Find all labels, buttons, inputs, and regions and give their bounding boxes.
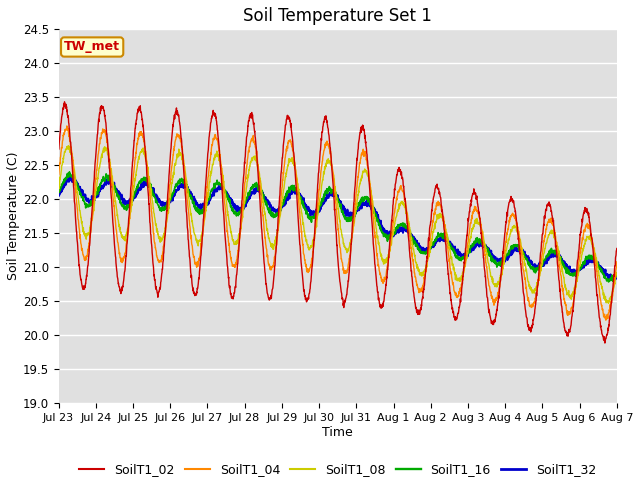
- SoilT1_04: [63, 123, 70, 129]
- SoilT1_08: [605, 300, 612, 306]
- SoilT1_04: [579, 233, 587, 239]
- SoilT1_02: [579, 212, 587, 218]
- SoilT1_32: [613, 273, 621, 278]
- SoilT1_08: [354, 192, 362, 197]
- SoilT1_16: [65, 169, 73, 175]
- SoilT1_08: [65, 143, 72, 149]
- SoilT1_08: [500, 261, 508, 267]
- X-axis label: Time: Time: [323, 426, 353, 439]
- SoilT1_04: [613, 259, 621, 264]
- SoilT1_02: [366, 192, 374, 198]
- SoilT1_08: [55, 188, 63, 194]
- SoilT1_32: [366, 203, 374, 209]
- SoilT1_04: [55, 172, 63, 178]
- SoilT1_16: [564, 270, 572, 276]
- SoilT1_08: [579, 247, 587, 253]
- Line: SoilT1_16: SoilT1_16: [59, 172, 617, 282]
- SoilT1_32: [564, 265, 572, 271]
- SoilT1_32: [55, 192, 63, 198]
- SoilT1_32: [66, 174, 74, 180]
- SoilT1_16: [211, 182, 218, 188]
- SoilT1_02: [61, 99, 68, 105]
- Line: SoilT1_02: SoilT1_02: [59, 102, 617, 343]
- Line: SoilT1_08: SoilT1_08: [59, 146, 617, 303]
- SoilT1_02: [211, 113, 218, 119]
- SoilT1_32: [354, 206, 362, 212]
- SoilT1_32: [579, 264, 587, 270]
- SoilT1_02: [500, 239, 508, 245]
- SoilT1_02: [564, 331, 572, 336]
- SoilT1_04: [366, 182, 374, 188]
- SoilT1_16: [500, 255, 508, 261]
- SoilT1_04: [564, 310, 572, 316]
- SoilT1_04: [211, 134, 218, 140]
- SoilT1_16: [366, 197, 374, 203]
- Y-axis label: Soil Temperature (C): Soil Temperature (C): [7, 152, 20, 280]
- SoilT1_02: [601, 340, 609, 346]
- SoilT1_16: [605, 279, 612, 285]
- SoilT1_32: [608, 277, 616, 283]
- Title: Soil Temperature Set 1: Soil Temperature Set 1: [243, 7, 432, 25]
- SoilT1_08: [564, 290, 572, 296]
- SoilT1_04: [500, 252, 508, 258]
- SoilT1_08: [211, 157, 218, 163]
- SoilT1_08: [366, 183, 374, 189]
- Legend: SoilT1_02, SoilT1_04, SoilT1_08, SoilT1_16, SoilT1_32: SoilT1_02, SoilT1_04, SoilT1_08, SoilT1_…: [74, 458, 601, 480]
- SoilT1_04: [354, 174, 362, 180]
- SoilT1_16: [579, 259, 587, 265]
- Line: SoilT1_32: SoilT1_32: [59, 177, 617, 280]
- Line: SoilT1_04: SoilT1_04: [59, 126, 617, 320]
- SoilT1_02: [613, 246, 621, 252]
- SoilT1_02: [55, 147, 63, 153]
- SoilT1_16: [354, 203, 362, 208]
- SoilT1_16: [55, 190, 63, 195]
- SoilT1_04: [602, 317, 609, 323]
- SoilT1_08: [613, 270, 621, 276]
- Text: TW_met: TW_met: [64, 40, 120, 53]
- SoilT1_32: [500, 258, 508, 264]
- SoilT1_32: [211, 189, 218, 194]
- SoilT1_16: [613, 273, 621, 278]
- SoilT1_02: [354, 147, 362, 153]
